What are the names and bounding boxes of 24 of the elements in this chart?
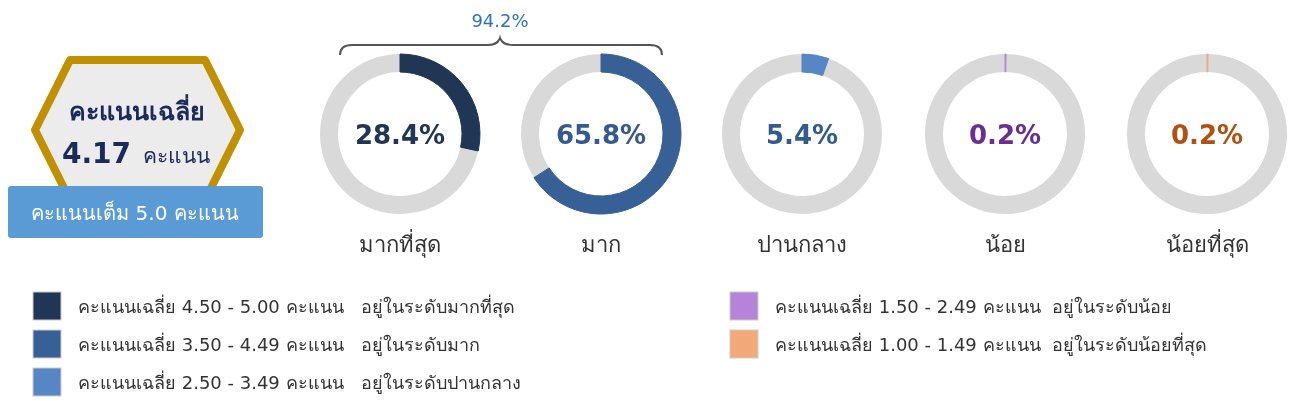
- category-label: คะแนนเฉลี่ย 2.50 - 3.49 คะแนน อยู่ในระดับปานกลาง: [78, 370, 521, 394]
- donut-slice: [801, 53, 830, 77]
- text: น้อยที่สุด: [1165, 229, 1249, 258]
- category-label: คะแนนเฉลี่ย 1.50 - 2.49 คะแนน อยู่ในระดับน้อย: [775, 294, 1172, 318]
- text: มาก: [581, 232, 621, 257]
- text: 28.4%: [354, 120, 446, 150]
- donut-slice: [320, 54, 479, 214]
- donut-slice: [533, 53, 682, 215]
- text: 65.8%: [555, 120, 647, 150]
- text: มากที่สุด: [359, 229, 441, 258]
- category-label: คะแนนเฉลี่ย 4.50 - 5.00 คะแนน อยู่ในระดับมากที่สุด: [78, 294, 515, 318]
- category-label: คะแนนเฉลี่ย 1.00 - 1.49 คะแนน อยู่ในระดับน้อยที่สุด: [775, 332, 1207, 356]
- text: คะแนนเต็ม 5.0 คะแนน: [31, 200, 239, 225]
- text: คะแนนเฉลี่ย: [69, 94, 205, 126]
- text: คะแนน: [143, 144, 211, 168]
- text: 5.4%: [765, 120, 839, 150]
- category-label: คะแนนเฉลี่ย 3.50 - 4.49 คะแนน อยู่ในระดับมาก: [78, 332, 480, 356]
- text: 4.17: [62, 137, 132, 170]
- text: 0.2%: [968, 120, 1042, 150]
- text: น้อย: [984, 232, 1026, 257]
- text: 94.2%: [471, 10, 529, 31]
- donut-slice: [722, 54, 882, 214]
- text: ปานกลาง: [757, 232, 847, 257]
- text: 0.2%: [1170, 120, 1244, 150]
